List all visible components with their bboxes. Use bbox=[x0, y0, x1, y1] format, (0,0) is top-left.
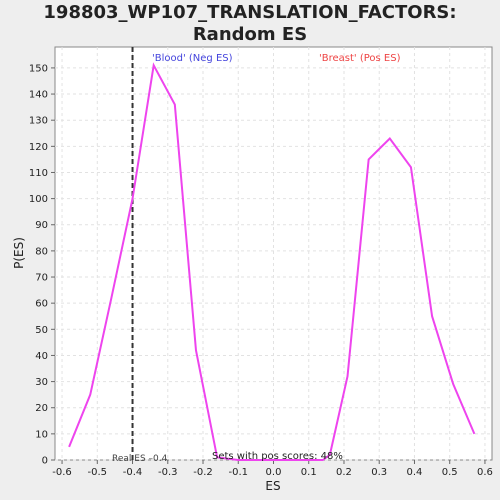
x-tick-label: -0.6 bbox=[52, 467, 72, 478]
y-tick-label: 70 bbox=[35, 273, 48, 284]
y-tick-label: 140 bbox=[29, 90, 48, 101]
x-tick-label: -0.3 bbox=[158, 467, 178, 478]
y-tick-label: 130 bbox=[29, 116, 48, 127]
x-tick-label: -0.5 bbox=[88, 467, 108, 478]
x-tick-label: 0.6 bbox=[477, 467, 493, 478]
y-tick-label: 120 bbox=[29, 142, 48, 153]
y-tick-label: 60 bbox=[35, 299, 48, 310]
x-tick-label: 0.1 bbox=[301, 467, 317, 478]
y-axis-label: P(ES) bbox=[12, 237, 26, 269]
y-tick-label: 20 bbox=[35, 403, 48, 414]
x-tick-label: -0.4 bbox=[123, 467, 143, 478]
series-line bbox=[68, 62, 476, 461]
chart-title-line-1: 198803_WP107_TRANSLATION_FACTORS: Random… bbox=[43, 2, 457, 45]
x-tick-label: 0.0 bbox=[266, 467, 282, 478]
pos-score-annotation: Sets with pos scores: 48% bbox=[212, 451, 343, 462]
y-tick-label: 10 bbox=[35, 429, 48, 440]
y-tick-label: 150 bbox=[29, 63, 48, 74]
x-tick-label: 0.2 bbox=[336, 467, 352, 478]
x-tick-label: 0.3 bbox=[371, 467, 387, 478]
x-axis-label: ES bbox=[265, 479, 280, 493]
y-tick-label: 80 bbox=[35, 246, 48, 257]
y-tick-label: 30 bbox=[35, 377, 48, 388]
x-tick-label: 0.5 bbox=[442, 467, 458, 478]
x-tick-label: -0.1 bbox=[229, 467, 249, 478]
y-tick-label: 50 bbox=[35, 325, 48, 336]
x-tick-label: 0.4 bbox=[407, 467, 423, 478]
real-es-label: Real ES –0.4 bbox=[112, 454, 168, 464]
neg-es-annotation: 'Blood' (Neg ES) bbox=[152, 53, 233, 64]
y-tick-label: 90 bbox=[35, 220, 48, 231]
y-tick-label: 110 bbox=[29, 168, 48, 179]
x-axis-ticks: -0.6 -0.5 -0.4 -0.3 -0.2 -0.1 0.0 0.1 0.2 0.3 0.4 0… bbox=[52, 460, 493, 478]
y-axis-ticks: 0 10 20 30 40 50 60 70 80 90 100 110 120 130 140 150 bbox=[29, 63, 55, 467]
x-tick-label: -0.2 bbox=[193, 467, 213, 478]
pos-es-annotation: 'Breast' (Pos ES) bbox=[319, 53, 401, 64]
y-tick-label: 40 bbox=[35, 351, 48, 362]
y-tick-label: 0 bbox=[42, 456, 48, 467]
y-tick-label: 100 bbox=[29, 194, 48, 205]
